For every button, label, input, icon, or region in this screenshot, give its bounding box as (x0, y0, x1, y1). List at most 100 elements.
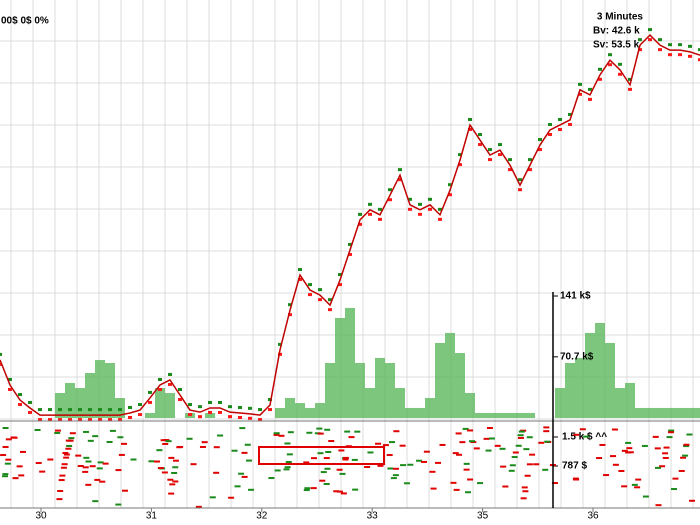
volume-bar (595, 322, 605, 418)
buy-marker (38, 408, 42, 412)
order-dash (654, 447, 661, 450)
sell-marker (348, 252, 352, 256)
volume-bar (605, 342, 615, 418)
buy-marker (308, 283, 312, 287)
order-dash (377, 464, 384, 467)
order-dash (319, 479, 326, 482)
buy-marker (448, 183, 452, 187)
order-dash (508, 469, 515, 472)
order-dash (618, 469, 625, 472)
price-line (0, 34, 700, 416)
order-dash (573, 433, 580, 436)
order-dash (386, 454, 393, 457)
x-tick-label: 31 (146, 511, 158, 522)
order-dash (92, 435, 99, 438)
order-dash (603, 474, 610, 477)
order-dash (148, 460, 155, 463)
order-dash (662, 456, 669, 459)
order-dash (34, 428, 41, 431)
buy-marker (628, 77, 632, 81)
volume-bar (145, 412, 155, 418)
volume-bar (165, 392, 175, 418)
order-dash (199, 445, 206, 448)
order-dash (102, 462, 109, 465)
sell-marker (318, 298, 322, 302)
order-dash (340, 492, 347, 495)
sell-marker (398, 178, 402, 182)
order-dash (627, 451, 634, 454)
volume-bar (695, 407, 700, 418)
volume-bar (155, 387, 165, 418)
order-dash (477, 482, 484, 485)
plot: 141 k$70.7 k$1.5 k $ ^^787 $30 31 32 33 35 36 (0, 28, 700, 522)
order-dash (583, 435, 590, 438)
buy-marker (538, 138, 542, 142)
order-dash (642, 495, 649, 498)
sell-marker (128, 415, 132, 419)
buy-marker (268, 398, 272, 402)
buy-marker (528, 158, 532, 162)
order-dash (403, 482, 410, 485)
order-dash (177, 445, 184, 448)
sell-marker (478, 143, 482, 147)
order-dash (682, 454, 689, 457)
buy-marker (388, 188, 392, 192)
order-dash (533, 463, 540, 466)
order-dash (285, 460, 292, 463)
order-dash (485, 449, 492, 452)
sell-marker (588, 97, 592, 101)
sell-marker (508, 168, 512, 172)
order-dash (172, 480, 179, 483)
order-dash (634, 486, 641, 489)
volume-bar (635, 407, 645, 418)
order-dash (529, 453, 536, 456)
order-dash (75, 454, 82, 457)
volume-bar (435, 342, 445, 418)
order-dash (499, 447, 506, 450)
buy-marker (358, 212, 362, 216)
buy-marker (0, 352, 2, 356)
order-dash (351, 458, 358, 461)
order-dash (611, 428, 618, 431)
sell-marker (468, 127, 472, 131)
order-dash (517, 434, 524, 437)
volume-bar (505, 412, 515, 418)
order-dash (462, 427, 469, 430)
order-dash (67, 439, 74, 442)
order-dash (186, 437, 193, 440)
order-dash (659, 465, 666, 468)
buy-marker (48, 408, 52, 412)
order-dash (246, 459, 253, 462)
sell-marker (178, 398, 182, 402)
order-dash (96, 467, 103, 470)
volume-bar (385, 362, 395, 418)
order-dash (274, 469, 281, 472)
volume-bar (275, 407, 285, 418)
order-dash (464, 491, 471, 494)
order-dash (668, 431, 675, 434)
order-dash (654, 466, 661, 469)
order-dash (494, 444, 501, 447)
order-dash (154, 460, 161, 463)
volume-bar (115, 398, 125, 418)
order-dash (683, 445, 690, 448)
buy-marker (98, 408, 102, 412)
buy-marker (368, 202, 372, 206)
order-dash (655, 504, 662, 507)
volume-bar (515, 412, 525, 418)
order-dash (122, 489, 129, 492)
order-dash (2, 475, 9, 478)
sell-marker (28, 410, 32, 414)
buy-marker (288, 303, 292, 307)
order-dash (352, 488, 359, 491)
order-dash (450, 481, 457, 484)
order-dash (2, 445, 9, 448)
x-tick-label: 33 (367, 511, 379, 522)
order-dash (0, 454, 7, 457)
order-dash (387, 467, 394, 470)
sell-marker (98, 418, 102, 422)
sell-marker (548, 132, 552, 136)
order-dash (512, 451, 519, 454)
sell-marker (258, 418, 262, 422)
volume-bar (335, 317, 345, 418)
